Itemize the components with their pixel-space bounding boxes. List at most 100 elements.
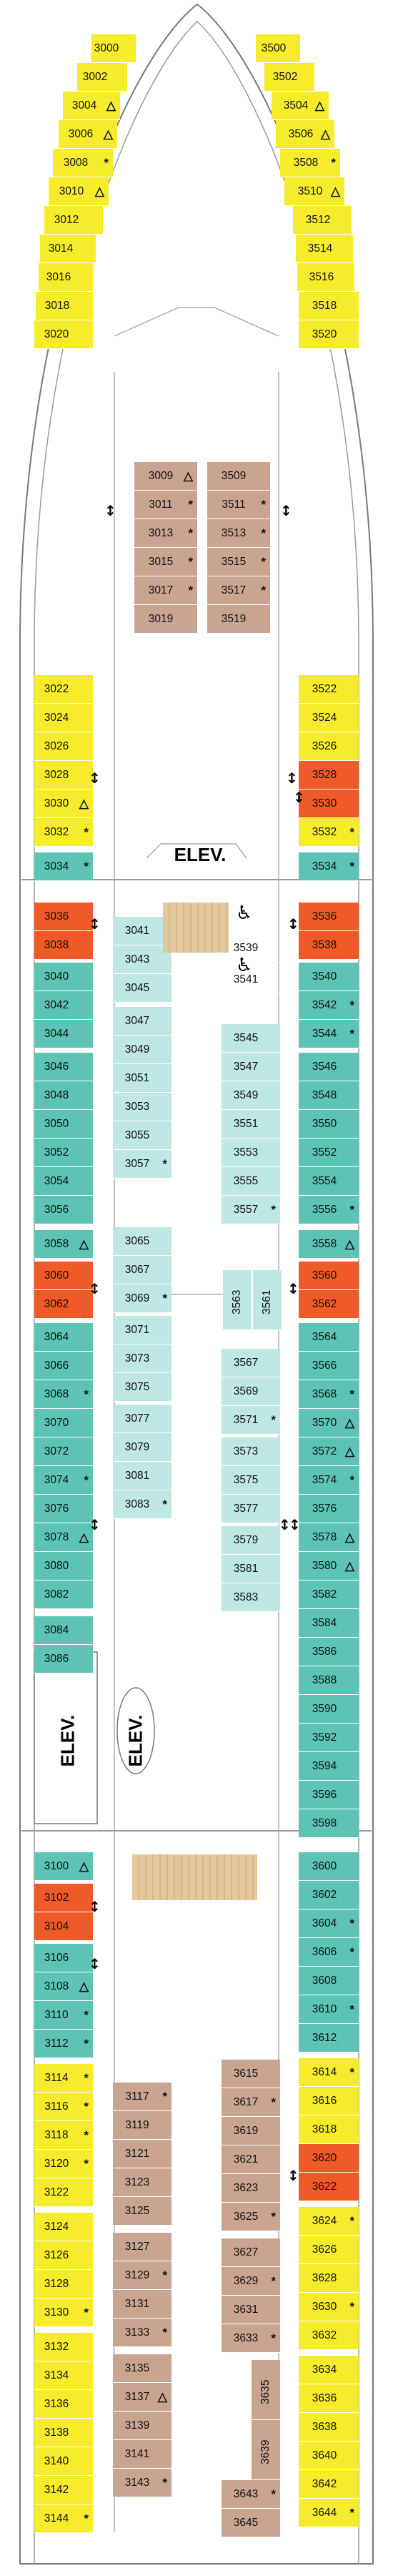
cabin-3030[interactable]: 3030 △ [34,790,93,818]
cabin-3636[interactable]: 3636 [299,2384,359,2413]
cabin-3563[interactable]: 3563 [223,1270,252,1330]
cabin-3568[interactable]: 3568 * [299,1380,359,1409]
cabin-3579[interactable]: 3579 [222,1526,280,1555]
cabin-3547[interactable]: 3547 [222,1053,280,1081]
cabin-3620[interactable]: 3620 [299,2144,359,2173]
cabin-3572[interactable]: 3572 △ [299,1437,359,1466]
cabin-3631[interactable]: 3631 [222,2296,280,2324]
cabin-3067[interactable]: 3067 [113,1256,171,1284]
cabin-3570[interactable]: 3570 △ [299,1409,359,1437]
cabin-3130[interactable]: 3130 * [34,2299,93,2327]
cabin-3045[interactable]: 3045 [113,974,171,1003]
cabin-3504[interactable]: 3504 △ [272,92,329,120]
cabin-3017[interactable]: 3017 * [134,576,197,605]
cabin-3627[interactable]: 3627 [222,2238,280,2267]
cabin-3019[interactable]: 3019 [134,605,197,634]
cabin-3538[interactable]: 3538 [299,931,359,960]
cabin-3026[interactable]: 3026 [34,732,93,761]
cabin-3041[interactable]: 3041 [113,917,171,945]
cabin-3004[interactable]: 3004 △ [63,92,120,120]
cabin-3624[interactable]: 3624 * [299,2207,359,2236]
cabin-3140[interactable]: 3140 [34,2447,93,2476]
cabin-3015[interactable]: 3015 * [134,548,197,576]
cabin-3020[interactable]: 3020 [34,320,93,349]
cabin-3558[interactable]: 3558 △ [299,1230,359,1259]
cabin-3055[interactable]: 3055 [113,1121,171,1150]
cabin-3132[interactable]: 3132 [34,2333,93,2361]
cabin-3541[interactable]: 3541 [222,965,280,994]
cabin-3544[interactable]: 3544 * [299,1020,359,1048]
cabin-3532[interactable]: 3532 * [299,818,359,847]
cabin-3114[interactable]: 3114 * [34,2064,93,2093]
cabin-3052[interactable]: 3052 [34,1139,93,1167]
cabin-3502[interactable]: 3502 [264,63,314,92]
cabin-3518[interactable]: 3518 [299,292,359,320]
cabin-3144[interactable]: 3144 * [34,2504,93,2533]
cabin-3554[interactable]: 3554 [299,1167,359,1196]
cabin-3100[interactable]: 3100 △ [34,1852,93,1881]
cabin-3071[interactable]: 3071 [113,1316,171,1344]
cabin-3564[interactable]: 3564 [299,1323,359,1352]
cabin-3530[interactable]: 3530 [299,790,359,818]
cabin-3136[interactable]: 3136 [34,2390,93,2419]
cabin-3632[interactable]: 3632 [299,2321,359,2350]
cabin-3549[interactable]: 3549 [222,1081,280,1110]
cabin-3645[interactable]: 3645 [222,2509,280,2537]
cabin-3002[interactable]: 3002 [77,63,127,92]
cabin-3028[interactable]: 3028 [34,761,93,790]
cabin-3049[interactable]: 3049 [113,1036,171,1064]
cabin-3640[interactable]: 3640 [299,2442,359,2470]
cabin-3584[interactable]: 3584 [299,1609,359,1638]
cabin-3602[interactable]: 3602 [299,1881,359,1909]
cabin-3524[interactable]: 3524 [299,704,359,732]
cabin-3106[interactable]: 3106 [34,1944,93,1972]
cabin-3011[interactable]: 3011 * [134,491,197,519]
cabin-3539[interactable]: 3539 [222,934,280,963]
cabin-3104[interactable]: 3104 [34,1912,93,1941]
cabin-3070[interactable]: 3070 [34,1409,93,1437]
cabin-3034[interactable]: 3034 * [34,852,93,881]
cabin-3116[interactable]: 3116 * [34,2093,93,2121]
cabin-3608[interactable]: 3608 [299,1967,359,1995]
cabin-3592[interactable]: 3592 [299,1724,359,1752]
cabin-3127[interactable]: 3127 [113,2233,171,2261]
cabin-3519[interactable]: 3519 [207,605,270,634]
cabin-3580[interactable]: 3580 △ [299,1552,359,1580]
cabin-3578[interactable]: 3578 △ [299,1523,359,1552]
cabin-3118[interactable]: 3118 * [34,2121,93,2150]
cabin-3042[interactable]: 3042 [34,991,93,1020]
cabin-3617[interactable]: 3617 * [222,2088,280,2117]
cabin-3129[interactable]: 3129 * [113,2261,171,2290]
cabin-3066[interactable]: 3066 [34,1352,93,1380]
cabin-3556[interactable]: 3556 * [299,1196,359,1224]
cabin-3121[interactable]: 3121 [113,2140,171,2168]
cabin-3630[interactable]: 3630 * [299,2293,359,2321]
cabin-3606[interactable]: 3606 * [299,1938,359,1967]
cabin-3639[interactable]: 3639 [252,2420,280,2480]
cabin-3598[interactable]: 3598 [299,1809,359,1838]
cabin-3084[interactable]: 3084 [34,1616,93,1645]
cabin-3642[interactable]: 3642 [299,2470,359,2499]
cabin-3575[interactable]: 3575 [222,1466,280,1495]
cabin-3008[interactable]: 3008 * [53,149,113,177]
cabin-3577[interactable]: 3577 [222,1495,280,1523]
cabin-3619[interactable]: 3619 [222,2117,280,2145]
cabin-3509[interactable]: 3509 [207,462,270,491]
cabin-3500[interactable]: 3500 [256,34,300,63]
cabin-3076[interactable]: 3076 [34,1495,93,1523]
cabin-3548[interactable]: 3548 [299,1081,359,1110]
cabin-3614[interactable]: 3614 * [299,2058,359,2087]
cabin-3571[interactable]: 3571 * [222,1406,280,1435]
cabin-3515[interactable]: 3515 * [207,548,270,576]
cabin-3119[interactable]: 3119 [113,2111,171,2140]
cabin-3550[interactable]: 3550 [299,1110,359,1139]
cabin-3561[interactable]: 3561 [253,1270,282,1330]
cabin-3024[interactable]: 3024 [34,704,93,732]
cabin-3009[interactable]: 3009 △ [134,462,197,491]
cabin-3082[interactable]: 3082 [34,1580,93,1609]
cabin-3581[interactable]: 3581 [222,1555,280,1583]
cabin-3126[interactable]: 3126 [34,2241,93,2270]
cabin-3036[interactable]: 3036 [34,903,93,931]
cabin-3057[interactable]: 3057 * [113,1150,171,1179]
cabin-3058[interactable]: 3058 △ [34,1230,93,1259]
